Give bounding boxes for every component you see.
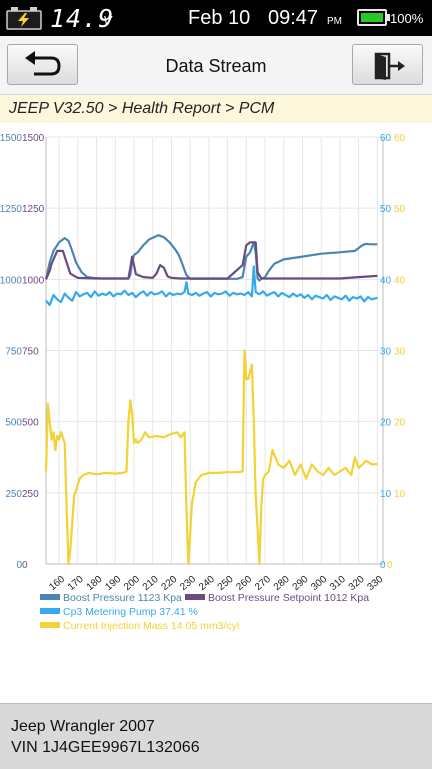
status-ampm: PM bbox=[327, 16, 342, 27]
x-tick-label: 330 bbox=[365, 574, 385, 593]
legend-entry: Current Injection Mass 14.05 mm3/cyl bbox=[63, 620, 239, 632]
vehicle-model: Jeep Wrangler 2007 bbox=[11, 718, 155, 735]
x-tick-label: 210 bbox=[141, 574, 161, 593]
y-right-tick-label-mass: 40 bbox=[394, 275, 406, 286]
header: Data Stream bbox=[0, 36, 432, 95]
y-right-tick-label: 10 bbox=[380, 489, 392, 500]
series-line-1 bbox=[44, 241, 378, 280]
x-tick-label: 240 bbox=[197, 574, 217, 593]
voltage-unit: V bbox=[103, 13, 112, 28]
voltage-readout: 14.9 bbox=[50, 4, 115, 33]
data-stream-chart: 0 0 250 250 500 500 750 750 1000 1000 1250 1250 1500… bbox=[0, 123, 432, 703]
y-left-tick-label: 1000 bbox=[0, 275, 22, 286]
series-line-0 bbox=[44, 234, 378, 282]
exit-button[interactable] bbox=[352, 44, 423, 85]
y-left-tick-label-setpoint: 750 bbox=[22, 347, 39, 358]
x-tick-label: 270 bbox=[253, 574, 273, 593]
y-left-tick-label: 500 bbox=[5, 418, 22, 429]
x-tick-label: 300 bbox=[309, 574, 329, 593]
x-tick-label: 230 bbox=[178, 574, 198, 593]
x-tick-label: 170 bbox=[66, 574, 86, 593]
series-line-2 bbox=[45, 265, 378, 307]
y-right-tick-label: 50 bbox=[380, 204, 392, 215]
y-right-tick-label: 40 bbox=[380, 275, 392, 286]
y-left-tick-label-setpoint: 500 bbox=[22, 418, 39, 429]
status-bar: 14.9 V Feb 10 09:47 PM 100% bbox=[0, 0, 432, 36]
y-left-tick-label: 250 bbox=[5, 489, 22, 500]
legend-swatch bbox=[40, 622, 60, 628]
y-right-tick-label-mass: 0 bbox=[387, 560, 393, 571]
page-title: Data Stream bbox=[165, 56, 267, 76]
vehicle-info: Jeep Wrangler 2007 VIN 1J4GEE9967L132066 bbox=[0, 703, 432, 769]
breadcrumb-text: JEEP V32.50 > Health Report > PCM bbox=[9, 100, 275, 117]
battery-tip bbox=[387, 14, 390, 21]
status-date: Feb 10 bbox=[188, 7, 251, 29]
y-left-tick-label: 750 bbox=[5, 347, 22, 358]
breadcrumb: JEEP V32.50 > Health Report > PCM bbox=[0, 95, 432, 123]
x-tick-label: 290 bbox=[291, 574, 311, 593]
y-left-tick-label-setpoint: 0 bbox=[22, 560, 28, 571]
y-right-tick-label: 30 bbox=[380, 347, 392, 358]
x-tick-label: 280 bbox=[272, 574, 292, 593]
y-left-tick-label: 1250 bbox=[0, 204, 22, 215]
battery-level: 100% bbox=[390, 11, 424, 26]
vehicle-vin: VIN 1J4GEE9967L132066 bbox=[11, 739, 200, 756]
car-battery-icon bbox=[6, 7, 42, 30]
x-tick-label: 250 bbox=[216, 574, 236, 593]
y-right-tick-label: 60 bbox=[380, 133, 392, 144]
y-left-tick-label-setpoint: 1000 bbox=[22, 275, 45, 286]
x-tick-label: 320 bbox=[347, 574, 367, 593]
battery-icon bbox=[357, 9, 387, 26]
x-tick-label: 190 bbox=[103, 574, 123, 593]
x-tick-label: 180 bbox=[85, 574, 105, 593]
exit-door-icon bbox=[374, 52, 405, 80]
legend-entry: Boost Pressure Setpoint 1012 Kpa bbox=[208, 592, 369, 604]
legend-swatch bbox=[185, 594, 205, 600]
y-left-tick-label: 1500 bbox=[0, 133, 22, 144]
x-tick-label: 220 bbox=[160, 574, 180, 593]
y-right-tick-label-mass: 20 bbox=[394, 418, 406, 429]
y-right-tick-label-mass: 60 bbox=[394, 133, 406, 144]
y-right-tick-label-mass: 10 bbox=[394, 489, 406, 500]
y-left-tick-label: 0 bbox=[16, 560, 22, 571]
y-right-tick-label-mass: 30 bbox=[394, 347, 406, 358]
y-right-tick-label-mass: 50 bbox=[394, 204, 406, 215]
y-left-tick-label-setpoint: 1250 bbox=[22, 204, 45, 215]
y-right-tick-label: 0 bbox=[380, 560, 386, 571]
back-arrow-icon bbox=[25, 51, 61, 76]
legend-swatch bbox=[40, 608, 60, 614]
x-tick-label: 160 bbox=[47, 574, 67, 593]
legend-entry: Cp3 Metering Pump 37.41 % bbox=[63, 606, 198, 618]
y-right-tick-label: 20 bbox=[380, 418, 392, 429]
x-tick-label: 260 bbox=[234, 574, 254, 593]
y-left-tick-label-setpoint: 250 bbox=[22, 489, 39, 500]
y-left-tick-label-setpoint: 1500 bbox=[22, 133, 45, 144]
status-time: 09:47 bbox=[268, 7, 319, 29]
legend-swatch bbox=[40, 594, 60, 600]
x-tick-label: 200 bbox=[122, 574, 142, 593]
back-button[interactable] bbox=[7, 44, 78, 85]
legend-entry: Boost Pressure 1123 Kpa bbox=[63, 592, 182, 604]
battery-fill bbox=[361, 13, 383, 22]
x-tick-label: 310 bbox=[328, 574, 348, 593]
series-line-3 bbox=[44, 349, 378, 566]
